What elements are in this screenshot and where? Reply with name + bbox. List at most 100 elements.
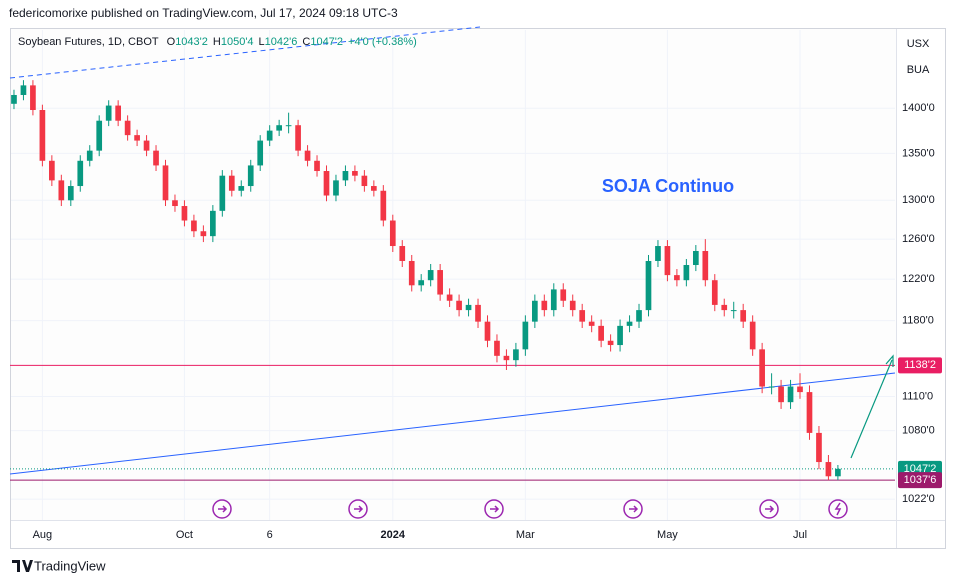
ohlc-value: +4'0 (+0.38%) — [348, 36, 417, 48]
candle-body — [352, 171, 358, 176]
candle-body — [740, 310, 747, 322]
candle-body — [30, 85, 36, 111]
event-icon — [629, 505, 639, 513]
candle-body — [797, 386, 803, 393]
y-tick-label: 1080'0 — [902, 425, 935, 437]
candle-body — [191, 220, 197, 232]
candle-body — [58, 180, 65, 201]
y-tick-label: 1260'0 — [902, 233, 935, 245]
candle-body — [380, 190, 387, 221]
arrow-head — [885, 354, 894, 367]
y-tick-label: 1022'0 — [902, 493, 935, 505]
event-icon — [490, 505, 500, 513]
candle-body — [295, 125, 301, 151]
candle-body — [446, 294, 453, 301]
brand-logo — [12, 560, 33, 572]
candle-body — [532, 300, 538, 322]
candle-body — [806, 392, 813, 433]
candle-body — [124, 120, 131, 136]
candle-body — [210, 210, 216, 237]
ohlc-key: L — [259, 36, 265, 48]
event-icon — [348, 499, 368, 519]
chart-title: Soybean Futures, 1D, CBOT — [18, 36, 159, 48]
event-icons — [212, 499, 848, 519]
candle-body — [664, 246, 671, 276]
candles — [10, 80, 895, 481]
byline: federicomorixe published on TradingView.… — [9, 6, 398, 20]
brand: TradingView — [34, 558, 106, 573]
candle-body — [418, 280, 425, 286]
y-tick-label: 1300'0 — [902, 194, 935, 206]
candle-body — [162, 165, 169, 201]
price-tag-label: 1138'2 — [904, 359, 936, 371]
candle-body — [759, 349, 765, 387]
y-tick-label: 1400'0 — [902, 102, 935, 114]
ohlc-key: H — [213, 36, 221, 48]
price-tag — [898, 472, 942, 489]
candle-body — [437, 270, 443, 295]
candle-body — [513, 349, 519, 361]
candle-body — [484, 321, 491, 341]
x-tick-label: Oct — [176, 529, 193, 541]
ohlc-key: C — [302, 36, 310, 48]
candle-body — [342, 171, 349, 181]
candle-body — [541, 300, 548, 311]
ohlc-value: 1042'6 — [265, 36, 298, 48]
candle-body — [475, 304, 481, 322]
candle-body — [607, 340, 614, 346]
candle-body — [408, 260, 415, 286]
y-tick-label: 1220'0 — [902, 273, 935, 285]
candle-body — [389, 220, 396, 247]
button-box — [900, 33, 936, 81]
grid — [11, 30, 895, 520]
y-tick-label: 1110'0 — [902, 390, 933, 402]
event-icon — [828, 499, 848, 519]
x-tick-label: Jul — [793, 529, 807, 541]
candle-body — [560, 289, 567, 301]
candle-body — [105, 105, 112, 121]
price-tag-label: 1047'2 — [904, 463, 937, 475]
candle-body — [20, 85, 27, 95]
x-tick-label: 2024 — [381, 529, 406, 541]
x-tick-label: Aug — [33, 529, 53, 541]
candle-body — [96, 120, 103, 151]
event-icon — [623, 499, 643, 519]
ohlc-key: O — [167, 36, 176, 48]
candle-body — [588, 321, 595, 326]
unit-button[interactable]: BUA — [907, 64, 930, 76]
candle-body — [39, 110, 46, 161]
candle-body — [276, 125, 282, 131]
candle-body — [569, 300, 576, 311]
candle-body — [683, 265, 690, 281]
candle-body — [67, 186, 74, 201]
candle-body — [77, 160, 84, 187]
candle-body — [494, 340, 500, 356]
candle-body — [200, 231, 207, 237]
candle-body — [371, 186, 377, 191]
candle-body — [778, 386, 784, 403]
candle-body — [238, 186, 245, 191]
y-tick-label: 1180'0 — [902, 314, 934, 326]
candle-body — [550, 289, 557, 311]
candle-body — [314, 160, 320, 172]
candle-body — [115, 105, 121, 121]
currency-button[interactable]: USX — [907, 38, 930, 50]
candle-body — [134, 135, 140, 141]
candle-body — [304, 150, 311, 161]
ohlc-value: 1050'4 — [221, 36, 254, 48]
candle-body — [247, 165, 254, 187]
event-icon — [218, 505, 228, 513]
candle-body — [228, 175, 235, 191]
candle-body — [219, 175, 226, 211]
candle-body — [399, 246, 406, 261]
x-tick-label: 6 — [267, 529, 273, 541]
candle-body — [86, 150, 93, 161]
candle-body — [835, 468, 841, 477]
candle-body — [626, 321, 633, 326]
candle-body — [598, 325, 604, 341]
candle-body — [692, 250, 699, 266]
candle-body — [285, 125, 292, 127]
candle-body — [825, 462, 832, 477]
